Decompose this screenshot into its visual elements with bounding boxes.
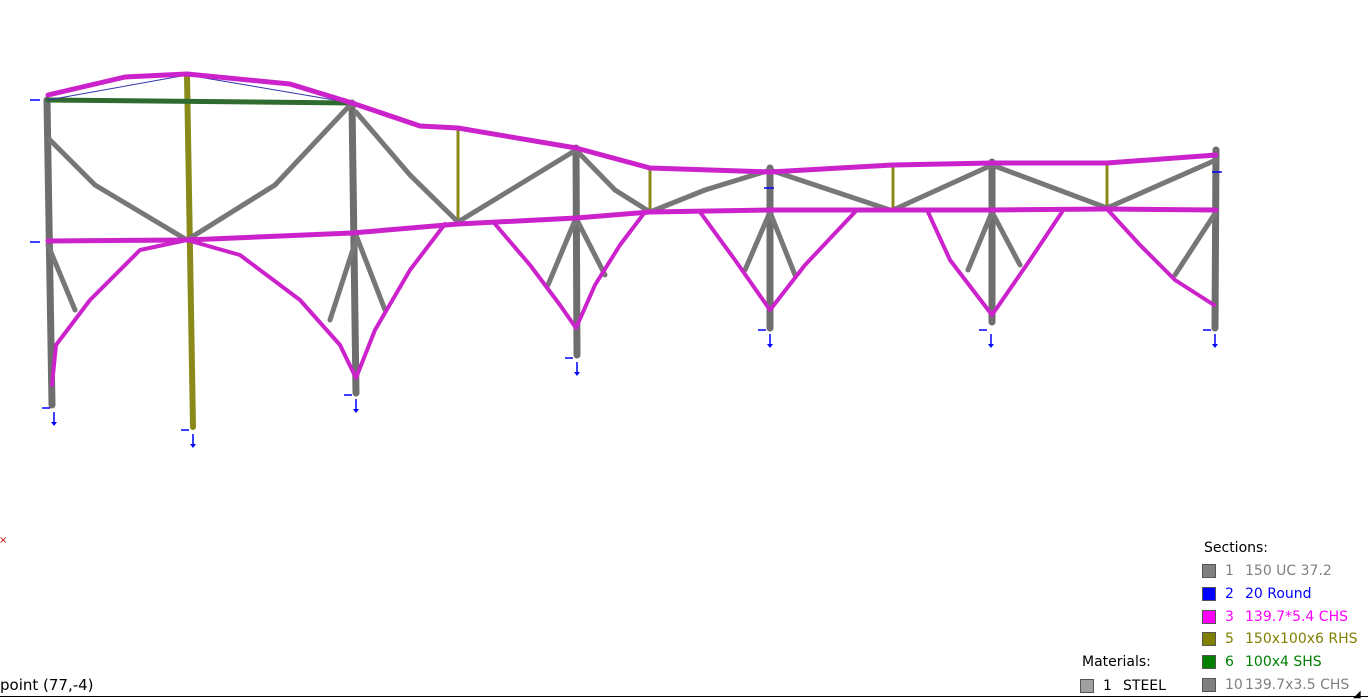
brace-member[interactable] <box>327 237 359 323</box>
section-name: 150x100x6 RHS <box>1245 631 1358 648</box>
section-name: 100x4 SHS <box>1245 654 1322 671</box>
section-id: 10 <box>1225 677 1243 693</box>
section-id: 5 <box>1225 631 1234 648</box>
brace-member[interactable] <box>272 100 355 188</box>
rod-member[interactable] <box>47 74 188 101</box>
bottom-chord-member[interactable] <box>45 206 1219 244</box>
material-id: 1 <box>1103 678 1112 694</box>
arch-member[interactable] <box>1105 207 1216 307</box>
status-coordinates: point (77,-4) <box>0 676 94 694</box>
sections-legend-title: Sections: <box>1204 540 1269 556</box>
brace-member[interactable] <box>742 209 773 273</box>
brace-member[interactable] <box>353 232 388 313</box>
resize-grip-icon[interactable]: ◢ <box>1353 689 1361 700</box>
arch-member[interactable] <box>698 210 857 312</box>
section-item: 2 20 Round <box>1202 585 1312 603</box>
rod-member[interactable] <box>186 74 353 104</box>
section-item: 6 100x4 SHS <box>1202 653 1322 671</box>
status-bar-divider <box>0 696 1368 697</box>
brace-member[interactable] <box>353 109 413 178</box>
support-icon <box>344 394 359 413</box>
section-swatch <box>1202 586 1216 601</box>
brace-member[interactable] <box>455 147 579 225</box>
support-icon <box>42 407 57 426</box>
brace-member[interactable] <box>989 162 1110 211</box>
brace-member[interactable] <box>92 182 190 243</box>
brace-member[interactable] <box>184 182 278 243</box>
post-member[interactable] <box>184 72 196 430</box>
brace-member[interactable] <box>767 209 798 278</box>
support-icon <box>1203 329 1218 348</box>
section-swatch <box>1202 678 1216 692</box>
column-member[interactable] <box>1211 146 1220 332</box>
brace-member[interactable] <box>989 209 1023 268</box>
support-icon <box>979 329 994 348</box>
tie-member[interactable] <box>45 97 355 106</box>
brace-member[interactable] <box>545 215 579 288</box>
axis-origin-icon: × <box>0 535 8 546</box>
arch-member[interactable] <box>493 210 647 330</box>
arch-member[interactable] <box>185 222 447 380</box>
section-item: 10 139.7x3.5 CHS <box>1202 676 1349 694</box>
brace-member[interactable] <box>1172 209 1219 278</box>
brace-member[interactable] <box>767 167 893 213</box>
section-swatch <box>1202 632 1216 647</box>
materials-legend-title: Materials: <box>1082 654 1151 670</box>
brace-member[interactable] <box>45 242 78 313</box>
section-item: 1 150 UC 37.2 <box>1202 562 1332 580</box>
brace-member[interactable] <box>890 162 995 213</box>
section-id: 1 <box>1225 563 1234 579</box>
section-name: 139.7*5.4 CHS <box>1245 608 1348 625</box>
brace-member[interactable] <box>573 147 618 193</box>
section-name: 150 UC 37.2 <box>1245 563 1332 579</box>
support-icon <box>181 429 196 448</box>
material-swatch <box>1080 679 1094 693</box>
section-name: 139.7x3.5 CHS <box>1245 677 1350 693</box>
brace-member[interactable] <box>47 137 98 188</box>
arch-member[interactable] <box>50 238 189 387</box>
support-icon <box>565 357 580 376</box>
column-member[interactable] <box>572 144 581 359</box>
section-swatch <box>1202 564 1216 578</box>
section-id: 6 <box>1225 654 1234 671</box>
top-chord-member[interactable] <box>45 71 1219 175</box>
brace-member[interactable] <box>612 187 653 215</box>
section-swatch <box>1202 655 1216 670</box>
support-icon <box>758 329 773 348</box>
section-id: 2 <box>1225 585 1234 602</box>
brace-member[interactable] <box>965 209 995 273</box>
material-item: 1 STEEL <box>1080 677 1166 695</box>
section-item: 3 139.7*5.4 CHS <box>1202 608 1348 626</box>
material-name: STEEL <box>1123 678 1166 694</box>
brace-member[interactable] <box>647 187 708 215</box>
section-swatch <box>1202 609 1216 624</box>
section-item: 5 150x100x6 RHS <box>1202 630 1358 648</box>
section-name: 20 Round <box>1245 585 1312 602</box>
arch-member[interactable] <box>926 210 1064 317</box>
brace-member[interactable] <box>1104 157 1219 211</box>
brace-member[interactable] <box>573 215 608 278</box>
section-id: 3 <box>1225 608 1234 625</box>
brace-member[interactable] <box>407 172 461 225</box>
